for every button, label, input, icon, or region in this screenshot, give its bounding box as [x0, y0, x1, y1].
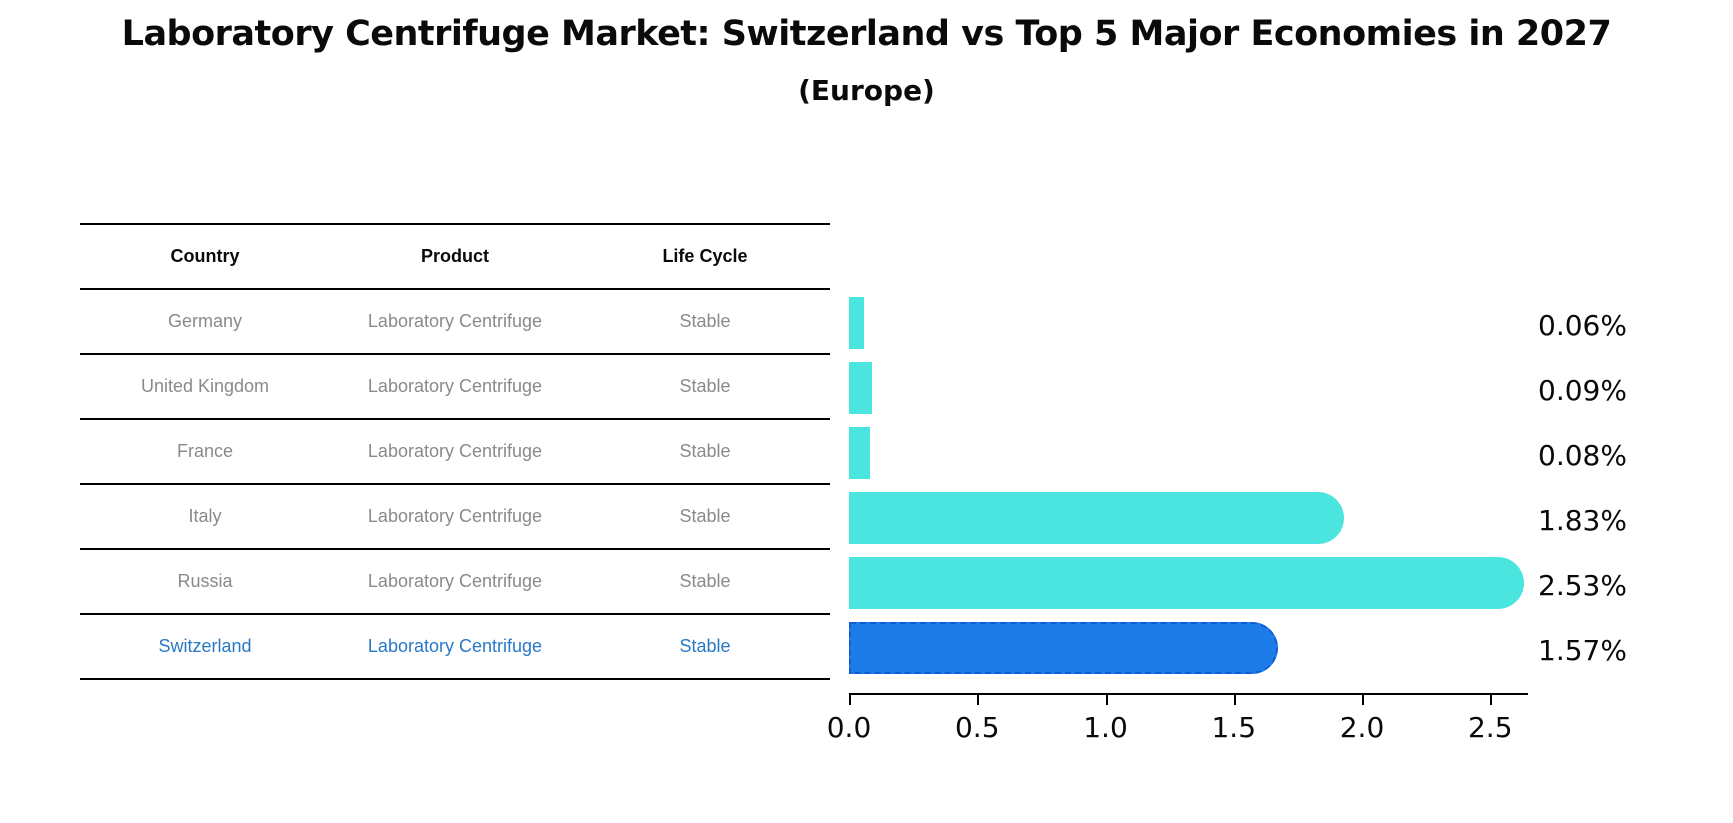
table-cell-country: France	[176, 441, 233, 461]
x-axis-tick	[849, 695, 851, 705]
table-row: Italy Laboratory Centrifuge Stable	[80, 485, 830, 550]
bar-value-label: 0.09%	[1538, 373, 1627, 407]
data-table: Country Product Life Cycle Germany Laborator…	[80, 223, 830, 680]
table-cell-country: Italy	[188, 506, 222, 526]
x-axis-tick	[1362, 695, 1364, 705]
bar-united-kingdom	[849, 361, 872, 414]
table-cell-product: Laboratory Centrifuge	[367, 376, 543, 396]
table-header-country: Country	[170, 246, 240, 266]
table-header-product: Product	[420, 246, 489, 266]
bar-italy	[849, 491, 1344, 544]
bar-russia	[849, 556, 1524, 609]
table-cell-life-cycle: Stable	[679, 311, 731, 331]
x-axis-tick-label: 1.0	[1083, 711, 1128, 744]
x-axis-tick	[1105, 695, 1108, 705]
x-axis-tick-label: 2.5	[1467, 711, 1513, 744]
table-cell-product: Laboratory Centrifuge	[367, 311, 543, 331]
x-axis-line	[849, 693, 1528, 695]
x-axis-tick-label: 0.0	[826, 711, 872, 744]
table-cell-life-cycle: Stable	[679, 376, 731, 396]
table-cell-product: Laboratory Centrifuge	[367, 441, 543, 461]
x-axis-tick	[1233, 695, 1236, 705]
bar-germany	[849, 296, 864, 349]
x-axis-tick-label: 2.0	[1339, 711, 1385, 744]
table-cell-product: Laboratory Centrifuge	[367, 636, 543, 656]
x-axis-tick	[1490, 695, 1493, 705]
bar-value-label: 1.57%	[1538, 633, 1627, 667]
x-axis-tick-label: 0.5	[954, 711, 1000, 744]
table-row: Switzerland Laboratory Centrifuge Stable	[80, 615, 830, 680]
table-cell-life-cycle: Stable	[679, 636, 731, 656]
table-header-life-cycle: Life Cycle	[662, 246, 748, 266]
bar-value-label: 0.06%	[1538, 308, 1627, 342]
bar-value-label: 2.53%	[1538, 568, 1627, 602]
table-header-row: Country Product Life Cycle	[80, 225, 830, 290]
bar-value-label: 1.83%	[1538, 503, 1627, 537]
table-cell-product: Laboratory Centrifuge	[367, 506, 543, 526]
chart-subtitle: (Europe)	[798, 74, 935, 107]
table-row: France Laboratory Centrifuge Stable	[80, 420, 830, 485]
table-cell-life-cycle: Stable	[679, 441, 731, 461]
table-cell-country: Germany	[167, 311, 242, 331]
bar-switzerland	[849, 621, 1278, 674]
table-cell-country: Switzerland	[158, 636, 252, 656]
table-cell-country: Russia	[177, 571, 233, 591]
bar-value-label: 0.08%	[1538, 438, 1627, 472]
x-axis-tick-label: 1.5	[1211, 711, 1257, 744]
chart-title: Laboratory Centrifuge Market: Switzerlan…	[121, 14, 1612, 54]
table-cell-product: Laboratory Centrifuge	[367, 571, 543, 591]
bar-france	[849, 426, 870, 479]
table-row: Germany Laboratory Centrifuge Stable	[80, 290, 830, 355]
table-cell-life-cycle: Stable	[679, 571, 731, 591]
table-row: Russia Laboratory Centrifuge Stable	[80, 550, 830, 615]
table-cell-country: United Kingdom	[140, 376, 270, 396]
table-row: United Kingdom Laboratory Centrifuge Stabl…	[80, 355, 830, 420]
table-cell-life-cycle: Stable	[679, 506, 731, 526]
x-axis-tick	[977, 695, 980, 705]
